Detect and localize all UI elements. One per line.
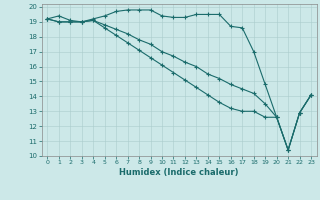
X-axis label: Humidex (Indice chaleur): Humidex (Indice chaleur) (119, 168, 239, 177)
